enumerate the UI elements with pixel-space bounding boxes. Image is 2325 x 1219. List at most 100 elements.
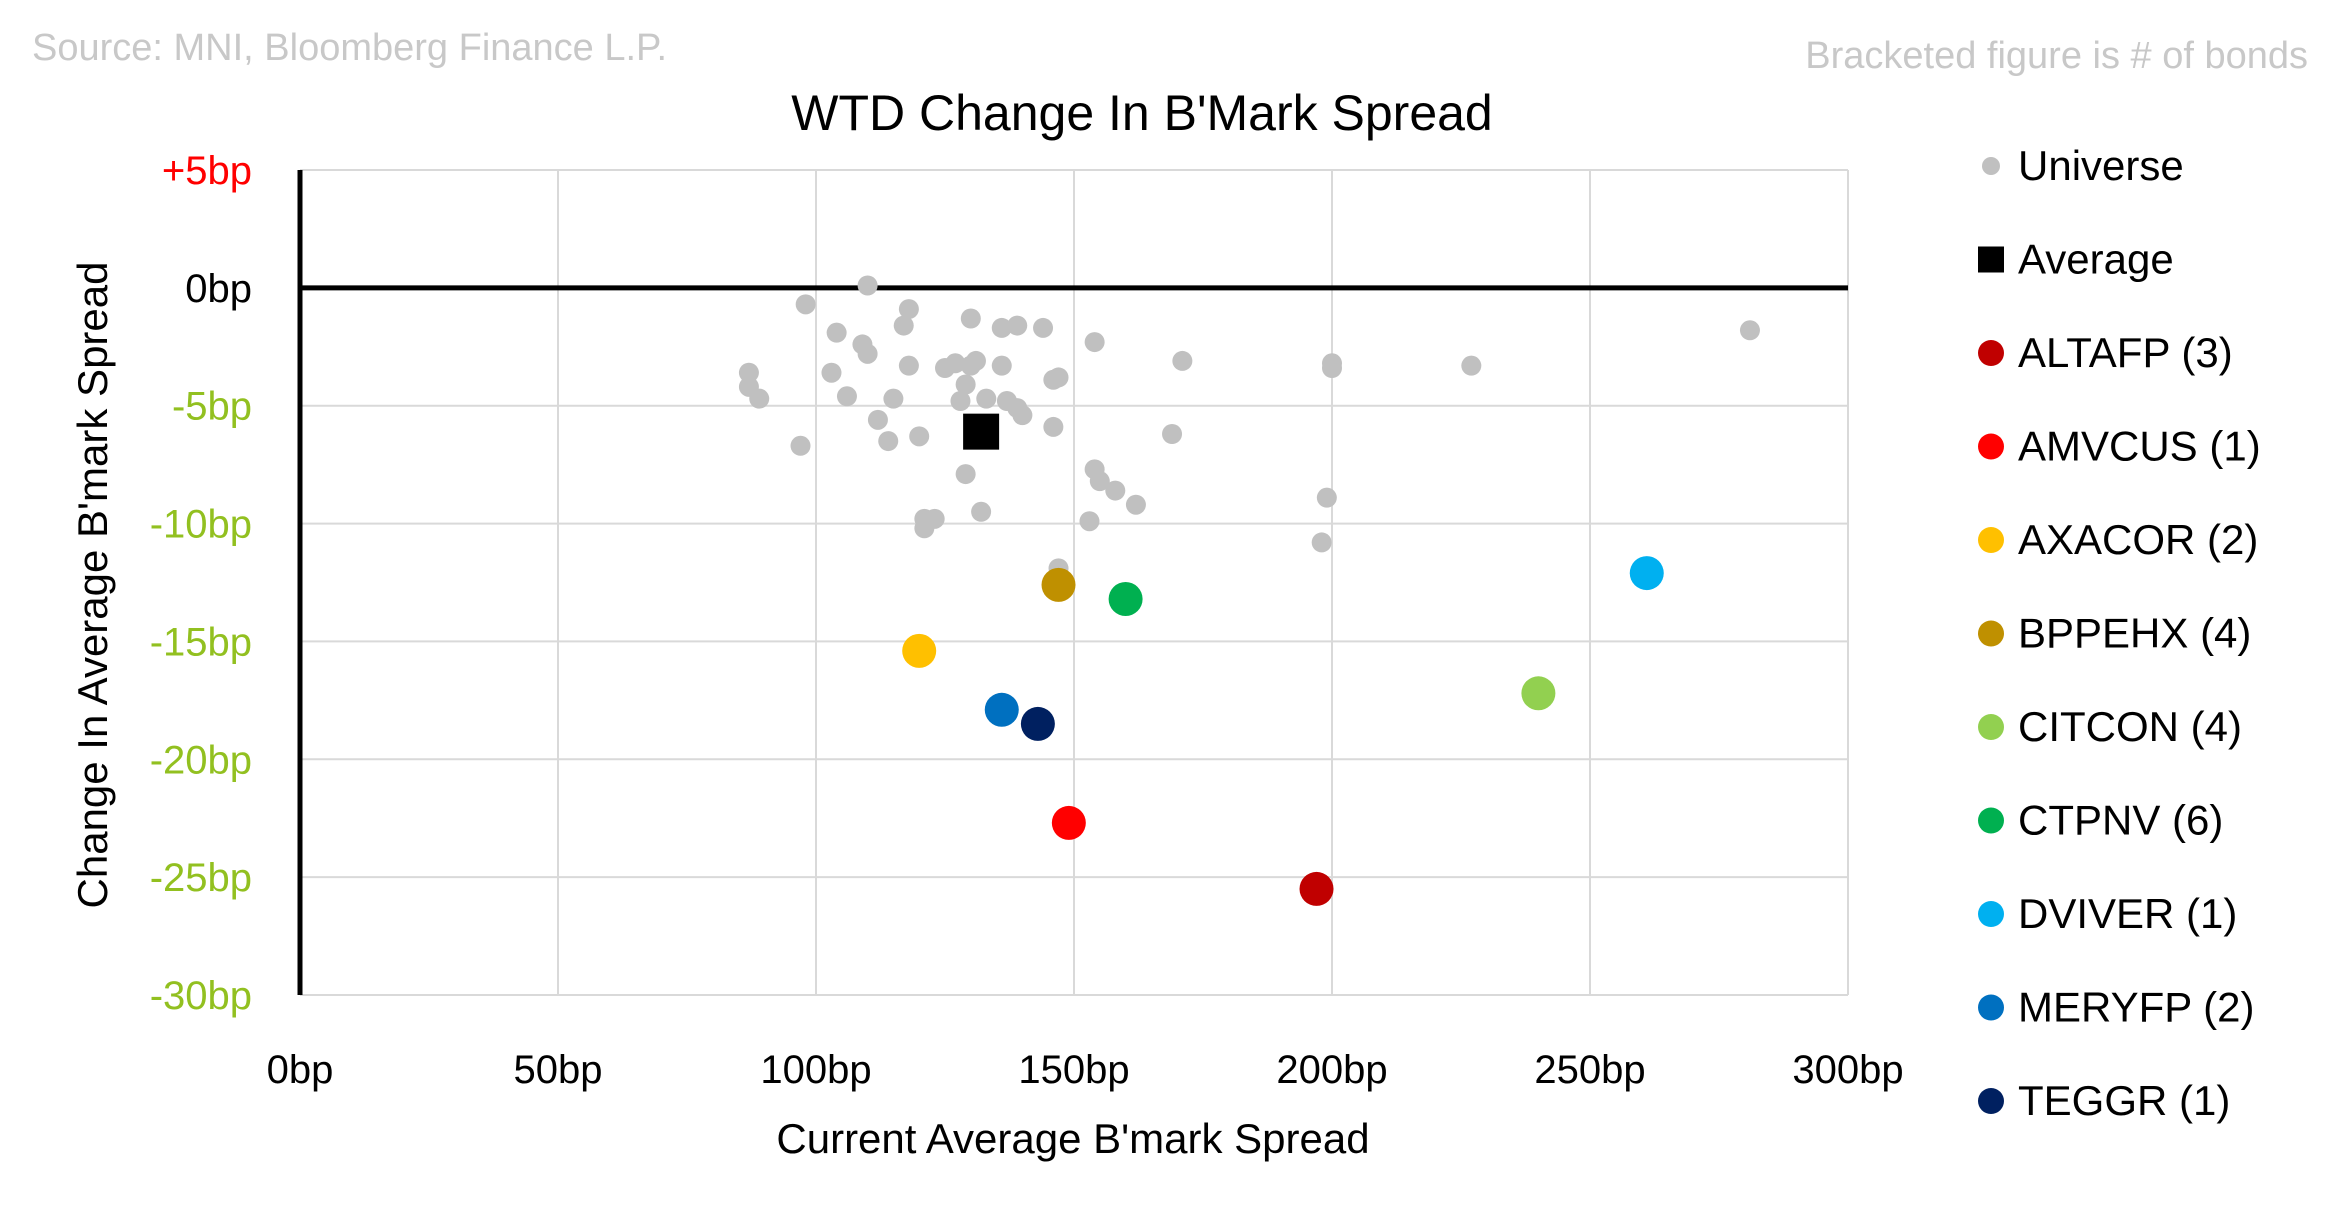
- point-dviver: [1629, 556, 1664, 591]
- point-universe: [991, 355, 1012, 376]
- point-universe: [950, 391, 971, 411]
- legend-marker-citcon: [1978, 714, 2004, 740]
- y-tick-label: -10bp: [150, 503, 252, 547]
- point-universe: [909, 426, 930, 447]
- point-altafp: [1299, 871, 1334, 906]
- point-universe: [795, 294, 816, 315]
- legend-label-ctpnv: CTPNV (6): [2018, 797, 2223, 844]
- point-universe: [857, 275, 878, 296]
- x-axis-label: Current Average B'mark Spread: [776, 1115, 1369, 1162]
- bracket-note: Bracketed figure is # of bonds: [1805, 35, 2308, 77]
- legend-marker-ctpnv: [1978, 807, 2004, 834]
- y-tick-label: -20bp: [150, 738, 252, 782]
- point-universe: [898, 355, 919, 376]
- point-universe: [1739, 320, 1760, 341]
- legend-label-axacor: AXACOR (2): [2018, 516, 2258, 563]
- point-universe: [1007, 315, 1028, 336]
- point-universe: [1105, 480, 1126, 501]
- point-ctpnv: [1108, 582, 1143, 616]
- point-universe: [1043, 416, 1064, 437]
- y-tick-labels: +5bp 0bp -5bp -10bp -15bp -20bp -25bp -30bp: [150, 149, 252, 1018]
- point-universe: [1311, 532, 1332, 553]
- y-tick-label: -15bp: [150, 620, 252, 664]
- point-universe: [821, 362, 842, 383]
- legend-marker-universe: [1982, 157, 2000, 175]
- point-universe: [893, 315, 914, 336]
- point-citcon: [1521, 676, 1556, 711]
- point-universe: [1084, 332, 1105, 353]
- point-universe: [1172, 350, 1193, 371]
- legend-label-dviver: DVIVER (1): [2018, 890, 2237, 937]
- legend-marker-average: [1978, 246, 2004, 273]
- legend-marker-meryfp: [1978, 994, 2004, 1021]
- point-universe: [945, 353, 966, 374]
- point-universe: [1033, 317, 1054, 338]
- legend-marker-axacor: [1978, 527, 2004, 553]
- axes: [297, 170, 1848, 995]
- point-universe: [857, 343, 878, 364]
- point-axacor: [902, 633, 937, 668]
- x-tick-labels: 0bp 50bp 100bp 150bp 200bp 250bp 300bp: [267, 1048, 1904, 1092]
- point-universe: [971, 501, 992, 522]
- legend-label-meryfp: MERYFP (2): [2018, 984, 2255, 1031]
- point-universe: [826, 322, 847, 343]
- legend: Universe Average ALTAFP (3) AMVCUS (1) AXACO…: [1978, 142, 2261, 1124]
- x-tick-label: 50bp: [514, 1048, 603, 1092]
- point-universe: [1162, 424, 1183, 444]
- y-tick-label: 0bp: [185, 267, 252, 311]
- x-tick-label: 300bp: [1792, 1048, 1903, 1092]
- point-universe: [836, 386, 857, 407]
- point-universe: [749, 388, 770, 409]
- legend-marker-bppehx: [1978, 620, 2004, 647]
- y-axis-label: Change In Average B'mark Spread: [69, 262, 116, 909]
- point-average: [963, 413, 1000, 450]
- point-universe: [790, 435, 811, 456]
- point-amvcus: [1051, 805, 1086, 840]
- point-universe: [991, 317, 1012, 338]
- point-universe: [1322, 358, 1342, 378]
- point-bppehx: [1041, 567, 1076, 602]
- legend-label-bppehx: BPPEHX (4): [2018, 610, 2251, 657]
- point-universe: [1461, 355, 1482, 376]
- legend-label-average: Average: [2018, 236, 2174, 283]
- legend-marker-amvcus: [1978, 433, 2004, 460]
- point-universe: [965, 350, 986, 371]
- point-universe: [924, 508, 945, 529]
- legend-label-citcon: CITCON (4): [2018, 703, 2242, 750]
- point-universe: [960, 308, 981, 329]
- x-tick-label: 200bp: [1276, 1048, 1387, 1092]
- point-universe: [1048, 367, 1069, 388]
- data-points: [738, 275, 1760, 906]
- point-universe: [878, 431, 899, 452]
- gridlines: [300, 169, 1849, 996]
- point-universe: [1089, 471, 1110, 492]
- legend-label-universe: Universe: [2018, 142, 2184, 189]
- legend-label-amvcus: AMVCUS (1): [2018, 423, 2261, 470]
- y-tick-label: -30bp: [150, 974, 252, 1018]
- legend-label-teggr: TEGGR (1): [2018, 1077, 2230, 1124]
- point-universe: [976, 388, 997, 409]
- point-universe: [955, 464, 976, 485]
- point-universe: [955, 374, 976, 395]
- x-tick-label: 150bp: [1018, 1048, 1129, 1092]
- y-tick-label: -5bp: [172, 385, 252, 429]
- chart-title: WTD Change In B'Mark Spread: [791, 85, 1493, 141]
- legend-marker-dviver: [1978, 901, 2004, 927]
- point-meryfp: [984, 692, 1019, 727]
- y-tick-label: +5bp: [162, 149, 252, 193]
- x-tick-label: 100bp: [760, 1048, 871, 1092]
- x-tick-label: 250bp: [1534, 1048, 1645, 1092]
- point-universe: [898, 299, 919, 320]
- source-note: Source: MNI, Bloomberg Finance L.P.: [32, 27, 667, 69]
- point-universe: [867, 409, 888, 430]
- point-universe: [1079, 511, 1100, 532]
- point-universe: [1012, 405, 1033, 426]
- point-universe: [738, 362, 759, 383]
- point-universe: [1125, 494, 1146, 515]
- legend-marker-altafp: [1978, 340, 2004, 366]
- x-tick-label: 0bp: [267, 1048, 334, 1092]
- point-universe: [883, 388, 904, 409]
- point-universe: [1316, 487, 1337, 508]
- legend-label-altafp: ALTAFP (3): [2018, 329, 2233, 376]
